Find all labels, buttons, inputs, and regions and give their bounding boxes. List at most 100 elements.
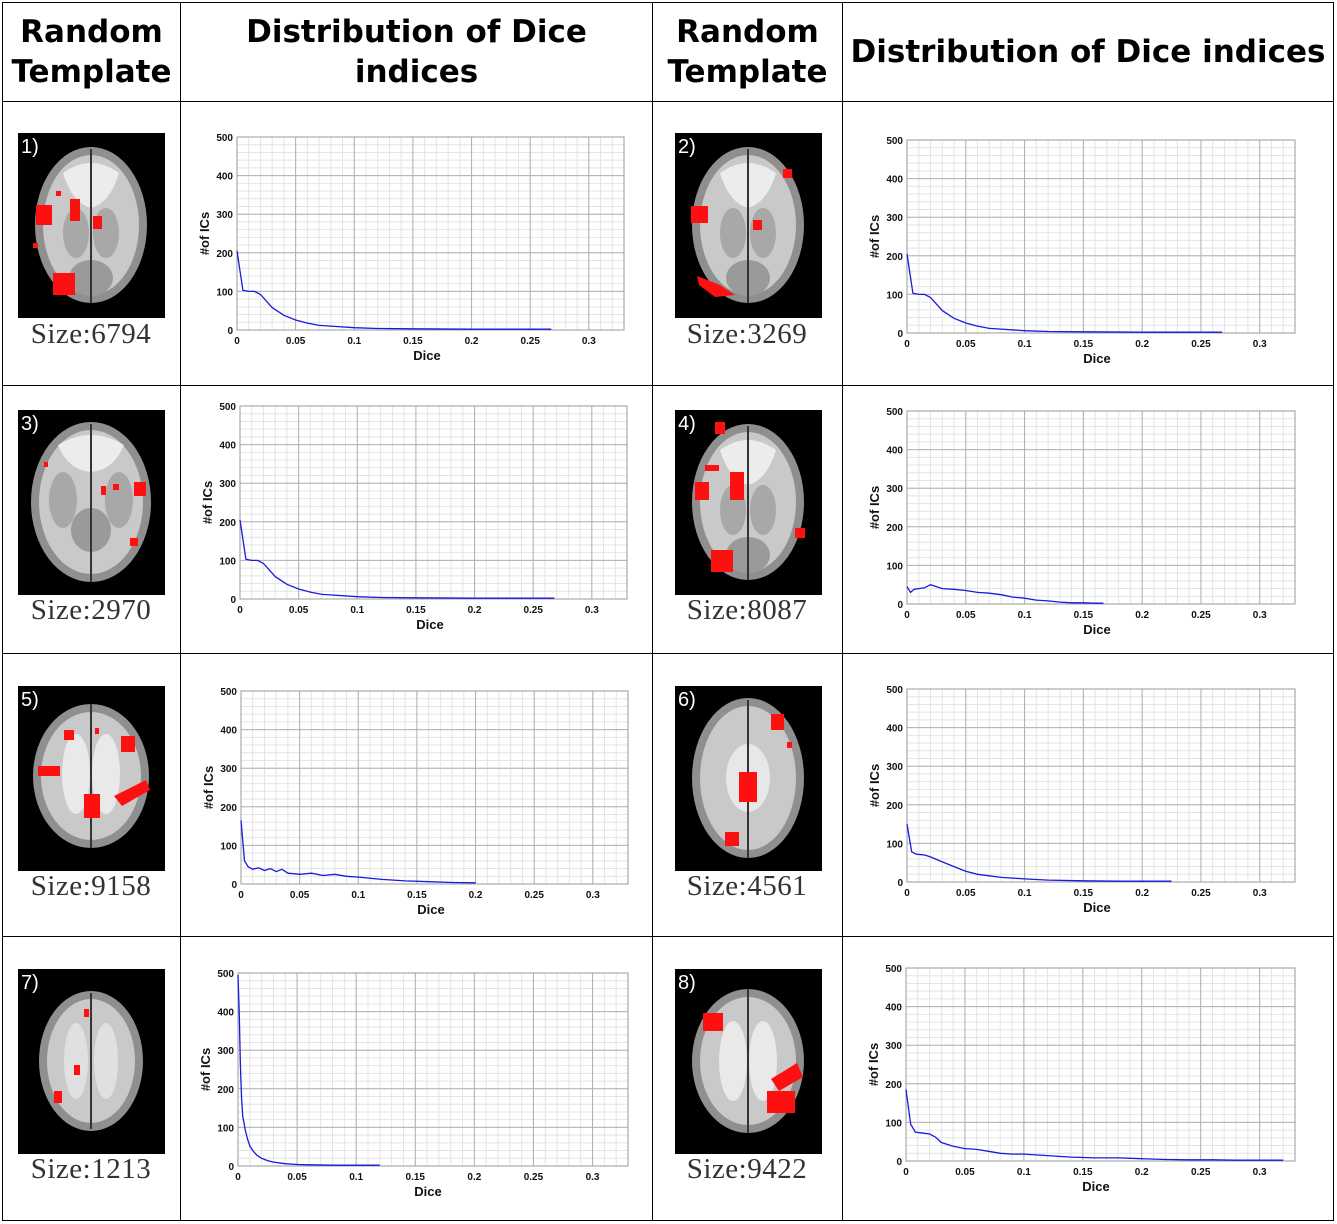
- table-border-top: [2, 2, 1334, 3]
- column-header-template: Random Template: [11, 13, 172, 90]
- table-border-left: [2, 2, 3, 1221]
- x-tick-label: 0.1: [349, 1172, 363, 1183]
- x-tick-label: 0.25: [523, 605, 543, 616]
- y-tick-label: 100: [886, 839, 903, 850]
- panel-label-1: 1): [21, 136, 39, 158]
- x-axis-label: Dice: [413, 348, 440, 363]
- x-tick-label: 0.25: [524, 890, 544, 901]
- x-tick-label: 0.15: [407, 890, 427, 901]
- brain-thumbnail-6: 6): [675, 686, 822, 871]
- y-tick-label: 100: [886, 290, 903, 301]
- y-tick-label: 200: [885, 1080, 902, 1091]
- x-tick-label: 0.05: [287, 1172, 307, 1183]
- y-tick-label: 0: [897, 600, 903, 611]
- x-tick-label: 0.15: [403, 336, 423, 347]
- x-tick-label: 0.1: [350, 605, 364, 616]
- plot-frame: [905, 967, 1296, 1162]
- y-tick-label: 300: [220, 764, 237, 775]
- panel-label-7: 7): [21, 972, 39, 994]
- x-tick-label: 0.1: [1018, 888, 1032, 899]
- y-tick-label: 500: [217, 969, 234, 980]
- dice-chart-1: 0 0.05 0.1 0.15 0.2 0.25 0.3 0 100 200 300 400 500 Di…: [192, 132, 634, 370]
- size-caption-3: Size:2970: [30, 594, 152, 626]
- y-tick-label: 300: [216, 210, 233, 221]
- x-tick-label: 0.15: [1074, 339, 1094, 350]
- dice-chart-6: 0 0.05 0.1 0.15 0.2 0.25 0.3 0 100 200 300 400 500 Di…: [862, 684, 1305, 922]
- x-tick-label: 0.05: [289, 605, 309, 616]
- y-tick-label: 500: [219, 402, 236, 413]
- y-tick-label: 0: [896, 1157, 902, 1168]
- x-axis-label: Dice: [416, 617, 443, 632]
- x-axis-label: Dice: [1083, 622, 1110, 637]
- x-tick-label: 0.2: [469, 890, 483, 901]
- x-tick-label: 0.3: [1253, 888, 1267, 899]
- brain-thumbnail-1: 1): [18, 133, 165, 318]
- y-tick-label: 400: [219, 441, 236, 452]
- y-tick-label: 400: [886, 724, 903, 735]
- x-tick-label: 0: [904, 339, 910, 350]
- size-caption-6: Size:4561: [686, 870, 808, 902]
- column-header-template: Random Template: [667, 13, 828, 90]
- y-tick-label: 100: [219, 556, 236, 567]
- x-axis-label: Dice: [1083, 900, 1110, 915]
- y-tick-label: 0: [897, 329, 903, 340]
- table-rule: [2, 385, 1334, 386]
- series-line: [240, 820, 476, 884]
- series-line: [239, 519, 555, 599]
- table-rule: [2, 936, 1334, 937]
- y-tick-label: 100: [885, 1118, 902, 1129]
- x-tick-label: 0.3: [585, 605, 599, 616]
- y-tick-label: 100: [220, 841, 237, 852]
- dice-chart-2: 0 0.05 0.1 0.15 0.2 0.25 0.3 0 100 200 300 400 500 Di…: [862, 135, 1305, 373]
- y-tick-label: 500: [216, 133, 233, 144]
- y-tick-label: 100: [217, 1123, 234, 1134]
- x-tick-label: 0.05: [290, 890, 310, 901]
- panel-label-8: 8): [678, 972, 696, 994]
- size-caption-2: Size:3269: [686, 318, 808, 350]
- x-tick-label: 0.3: [586, 890, 600, 901]
- y-tick-label: 500: [886, 136, 903, 147]
- y-axis-label: #of ICs: [867, 486, 882, 529]
- y-tick-label: 200: [220, 803, 237, 814]
- y-tick-label: 400: [886, 446, 903, 457]
- table-border-right: [1333, 2, 1334, 1221]
- y-tick-label: 500: [886, 407, 903, 418]
- x-tick-label: 0.2: [467, 1172, 481, 1183]
- y-tick-label: 400: [216, 172, 233, 183]
- x-tick-label: 0.25: [520, 336, 540, 347]
- y-tick-label: 300: [885, 1041, 902, 1052]
- y-tick-label: 200: [216, 249, 233, 260]
- series-line: [906, 583, 1104, 604]
- series-line: [905, 1089, 1284, 1161]
- size-caption-1: Size:6794: [30, 318, 152, 350]
- brain-thumbnail-4: 4): [675, 410, 822, 595]
- size-caption-5: Size:9158: [30, 870, 152, 902]
- dice-chart-8: 0 0.05 0.1 0.15 0.2 0.25 0.3 0 100 200 300 400 500 Di…: [861, 963, 1305, 1201]
- x-tick-label: 0.1: [351, 890, 365, 901]
- x-tick-label: 0.15: [1073, 1167, 1093, 1178]
- size-caption-7: Size:1213: [30, 1153, 152, 1185]
- table-rule: [2, 101, 1334, 102]
- table-rule: [652, 2, 653, 1221]
- x-tick-label: 0.05: [955, 1167, 975, 1178]
- y-tick-label: 300: [219, 479, 236, 490]
- x-tick-label: 0.2: [465, 336, 479, 347]
- y-axis-label: #of ICs: [197, 212, 212, 255]
- y-tick-label: 300: [886, 213, 903, 224]
- x-tick-label: 0.05: [956, 339, 976, 350]
- x-tick-label: 0: [904, 888, 910, 899]
- x-tick-label: 0.2: [468, 605, 482, 616]
- x-tick-label: 0: [238, 890, 244, 901]
- x-tick-label: 0.05: [956, 888, 976, 899]
- x-tick-label: 0.1: [1018, 610, 1032, 621]
- panel-label-3: 3): [21, 413, 39, 435]
- size-caption-8: Size:9422: [686, 1153, 808, 1185]
- x-tick-label: 0.25: [1191, 1167, 1211, 1178]
- brain-thumbnail-3: 3): [18, 410, 165, 595]
- y-tick-label: 500: [885, 964, 902, 975]
- y-tick-label: 0: [230, 595, 236, 606]
- plot-frame: [239, 405, 628, 600]
- y-axis-label: #of ICs: [867, 764, 882, 807]
- plot-frame: [906, 410, 1296, 605]
